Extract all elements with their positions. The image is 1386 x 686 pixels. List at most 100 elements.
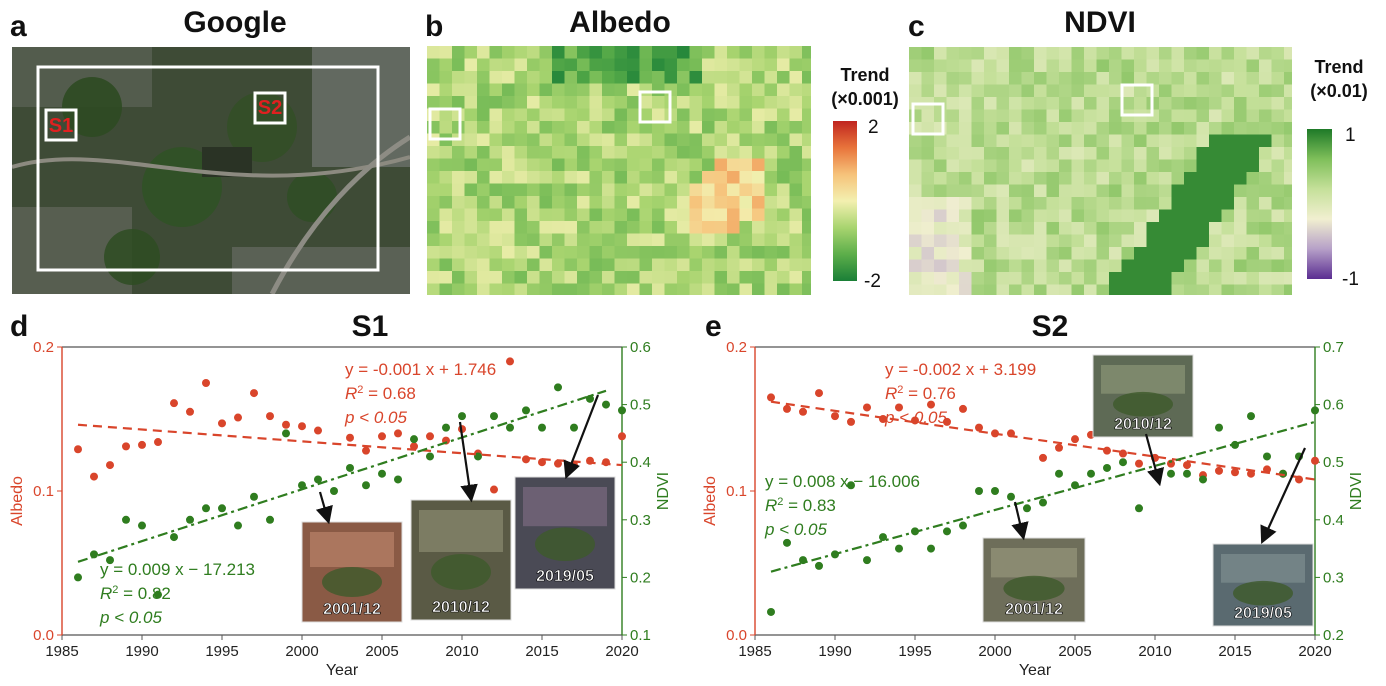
map-cell: [934, 147, 947, 160]
map-cell: [909, 222, 922, 235]
map-cell: [689, 83, 703, 97]
albedo-point: [426, 432, 434, 441]
inset-date-label: 2001/12: [323, 601, 381, 618]
map-cell: [627, 133, 640, 147]
map-cell: [1271, 109, 1285, 123]
y-tick-label: 0.2: [33, 339, 54, 356]
map-cell: [564, 208, 578, 222]
x-tick-label: 2005: [1058, 643, 1091, 660]
map-cell: [727, 121, 740, 134]
map-cell: [1234, 59, 1247, 73]
map-cell: [1146, 247, 1160, 260]
map-cell: [1209, 47, 1222, 60]
map-cell: [602, 96, 615, 109]
map-cell: [614, 283, 628, 295]
map-cell: [527, 71, 540, 84]
map-cell: [539, 83, 553, 97]
map-cell: [1084, 284, 1097, 295]
map-cell: [921, 122, 935, 135]
map-cell: [602, 121, 615, 134]
map-cell: [1059, 209, 1072, 223]
map-cell: [1159, 284, 1172, 295]
y-right-axis-label: NDVI: [655, 472, 672, 510]
map-cell: [1259, 259, 1272, 273]
map-cell: [664, 221, 678, 234]
map-cell: [639, 146, 653, 159]
map-cell: [1259, 59, 1272, 73]
map-cell: [802, 96, 811, 109]
ndvi-fit-equation: y = 0.009 x − 17.213: [100, 560, 255, 579]
x-tick-label: 1985: [45, 643, 78, 660]
map-cell: [1096, 159, 1110, 173]
albedo-point: [250, 389, 258, 398]
map-cell: [1246, 84, 1260, 98]
map-cell: [1259, 134, 1272, 148]
map-cell: [909, 234, 922, 248]
map-cell: [552, 283, 565, 295]
map-cell: [934, 159, 947, 173]
map-cell: [452, 71, 465, 84]
map-cell: [452, 196, 465, 209]
map-cell: [677, 46, 690, 59]
map-cell: [777, 258, 790, 272]
map-cell: [739, 58, 753, 72]
map-cell: [1184, 209, 1197, 223]
ndvi-point: [458, 412, 466, 421]
map-cell: [677, 221, 690, 234]
map-cell: [677, 233, 690, 247]
map-cell: [652, 96, 665, 109]
y-axis-label: Albedo: [9, 476, 26, 526]
map-cell: [502, 146, 515, 159]
map-cell: [996, 259, 1010, 273]
map-cell: [909, 159, 922, 173]
map-cell: [664, 158, 678, 172]
map-cell: [752, 46, 765, 59]
site-s2-label: S2: [257, 97, 283, 119]
map-cell: [1034, 184, 1047, 198]
map-cell: [627, 171, 640, 184]
map-cell: [1209, 72, 1222, 85]
map-cell: [934, 172, 947, 185]
map-cell: [627, 121, 640, 134]
map-cell: [727, 221, 740, 234]
ndvi-point: [266, 515, 274, 524]
map-cell: [1184, 72, 1197, 85]
map-cell: [527, 133, 540, 147]
albedo-colorbar-max: 2: [868, 117, 879, 138]
map-cell: [984, 72, 997, 85]
map-cell: [552, 46, 565, 59]
map-cell: [921, 197, 935, 210]
map-cell: [514, 271, 528, 284]
map-cell: [577, 258, 590, 272]
map-cell: [984, 197, 997, 210]
map-cell: [959, 59, 972, 73]
map-cell: [996, 209, 1010, 223]
map-cell: [1096, 147, 1110, 160]
map-cell: [1096, 59, 1110, 73]
map-cell: [464, 146, 478, 159]
map-cell: [739, 233, 753, 247]
map-cell: [934, 222, 947, 235]
map-cell: [1171, 284, 1185, 295]
map-cell: [1259, 172, 1272, 185]
map-cell: [427, 183, 440, 197]
map-cell: [552, 208, 565, 222]
map-cell: [996, 59, 1010, 73]
map-cell: [909, 172, 922, 185]
map-cell: [909, 109, 922, 123]
map-cell: [514, 46, 528, 59]
map-cell: [689, 208, 703, 222]
ndvi-colorbar-units: (×0.01): [1310, 81, 1368, 101]
map-cell: [764, 121, 778, 134]
map-cell: [1046, 259, 1060, 273]
ndvi-point: [522, 406, 530, 415]
map-cell: [539, 283, 553, 295]
map-cell: [564, 258, 578, 272]
map-cell: [702, 271, 715, 284]
albedo-point: [522, 455, 530, 464]
map-cell: [1184, 147, 1197, 160]
map-cell: [1009, 197, 1022, 210]
map-cell: [777, 196, 790, 209]
map-cell: [1209, 147, 1222, 160]
map-cell: [1096, 47, 1110, 60]
